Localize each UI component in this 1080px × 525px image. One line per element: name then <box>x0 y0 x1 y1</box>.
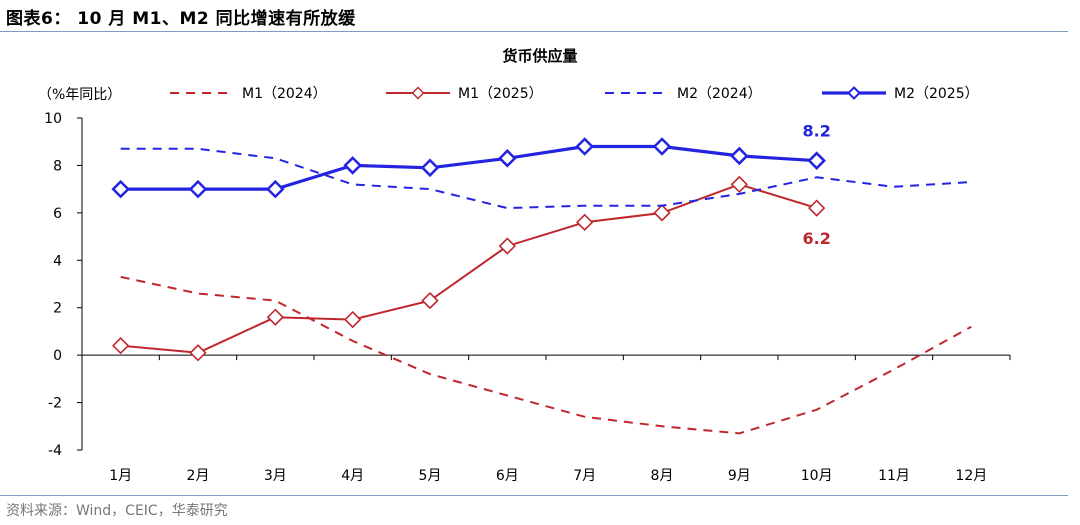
source-note: 资料来源：Wind，CEIC，华泰研究 <box>6 503 228 519</box>
series-4 <box>111 137 826 199</box>
data-point <box>575 137 594 156</box>
series-3 <box>120 147 972 210</box>
data-point <box>266 308 284 326</box>
x-tick-label: 5月 <box>419 468 442 484</box>
x-tick-label: 8月 <box>651 468 674 484</box>
x-tick-label: 7月 <box>573 468 596 484</box>
money-supply-chart: 货币供应量 （%年同比） M1（2024） M1（2025） M2（2024） M2（… <box>38 47 1011 484</box>
y-tick-label: 6 <box>53 206 62 222</box>
legend-label: M1（2025） <box>458 86 543 102</box>
data-point <box>189 344 207 362</box>
data-point <box>730 175 748 194</box>
y-unit-label: （%年同比） <box>38 87 121 103</box>
legend-item: M2（2025） <box>822 86 979 102</box>
data-point <box>112 337 130 355</box>
data-point <box>652 137 672 156</box>
data-point <box>730 146 749 166</box>
data-point <box>808 199 826 217</box>
x-tick-label: 2月 <box>187 468 210 484</box>
x-tick-label: 11月 <box>878 468 910 484</box>
y-tick-label: 0 <box>53 348 62 364</box>
x-tick-label: 1月 <box>109 468 132 484</box>
data-point <box>498 237 516 255</box>
x-tick-label: 12月 <box>955 468 987 484</box>
data-point <box>653 204 671 222</box>
y-tick-label: 10 <box>44 111 62 127</box>
data-point <box>111 179 130 199</box>
y-tick-label: 8 <box>53 158 62 174</box>
legend-marker <box>847 86 861 100</box>
legend: M1（2024） M1（2025） M2（2024） M2（2025） <box>170 86 979 102</box>
legend-marker <box>411 86 425 100</box>
data-point <box>807 151 826 170</box>
axes: -4 -2 0 2 4 6 8 10 1月 2月 3月 4月 5月 6月 7月 8月 9月 10月 11月 12月 <box>44 111 1011 484</box>
x-tick-label: 9月 <box>728 468 751 484</box>
plot-area: 8.2 6.2 <box>111 122 972 435</box>
legend-label: M2（2024） <box>677 86 762 102</box>
data-point <box>266 179 285 199</box>
data-point <box>420 158 440 178</box>
x-tick-label: 3月 <box>264 468 287 484</box>
figure-title: 图表6： 10 月 M1、M2 同比增速有所放缓 <box>6 9 356 29</box>
series-2 <box>112 175 826 362</box>
y-tick-label: -2 <box>48 396 62 412</box>
data-point <box>344 310 362 329</box>
legend-label: M1（2024） <box>242 86 327 102</box>
legend-label: M2（2025） <box>894 86 979 102</box>
data-point <box>343 156 362 175</box>
series-1 <box>120 275 972 435</box>
data-label: 8.2 <box>802 122 830 141</box>
series-line <box>120 147 972 210</box>
series-line <box>120 144 817 191</box>
y-tick-label: 2 <box>53 301 62 317</box>
data-point <box>188 179 208 199</box>
chart-title: 货币供应量 <box>502 47 577 65</box>
data-point <box>498 149 517 168</box>
bottom-rule <box>0 495 1068 496</box>
legend-item: M1（2025） <box>386 86 543 102</box>
series-line <box>120 275 972 435</box>
legend-item: M1（2024） <box>170 86 327 102</box>
data-label: 6.2 <box>802 229 830 248</box>
legend-item: M2（2024） <box>605 86 762 102</box>
series-line <box>120 183 817 354</box>
top-rule <box>0 31 1068 32</box>
data-point <box>576 213 594 231</box>
x-tick-label: 10月 <box>801 468 833 484</box>
data-point <box>421 291 439 310</box>
y-tick-label: -4 <box>48 443 62 459</box>
y-tick-label: 4 <box>53 253 62 269</box>
x-tick-label: 6月 <box>496 468 519 484</box>
x-tick-label: 4月 <box>341 468 364 484</box>
